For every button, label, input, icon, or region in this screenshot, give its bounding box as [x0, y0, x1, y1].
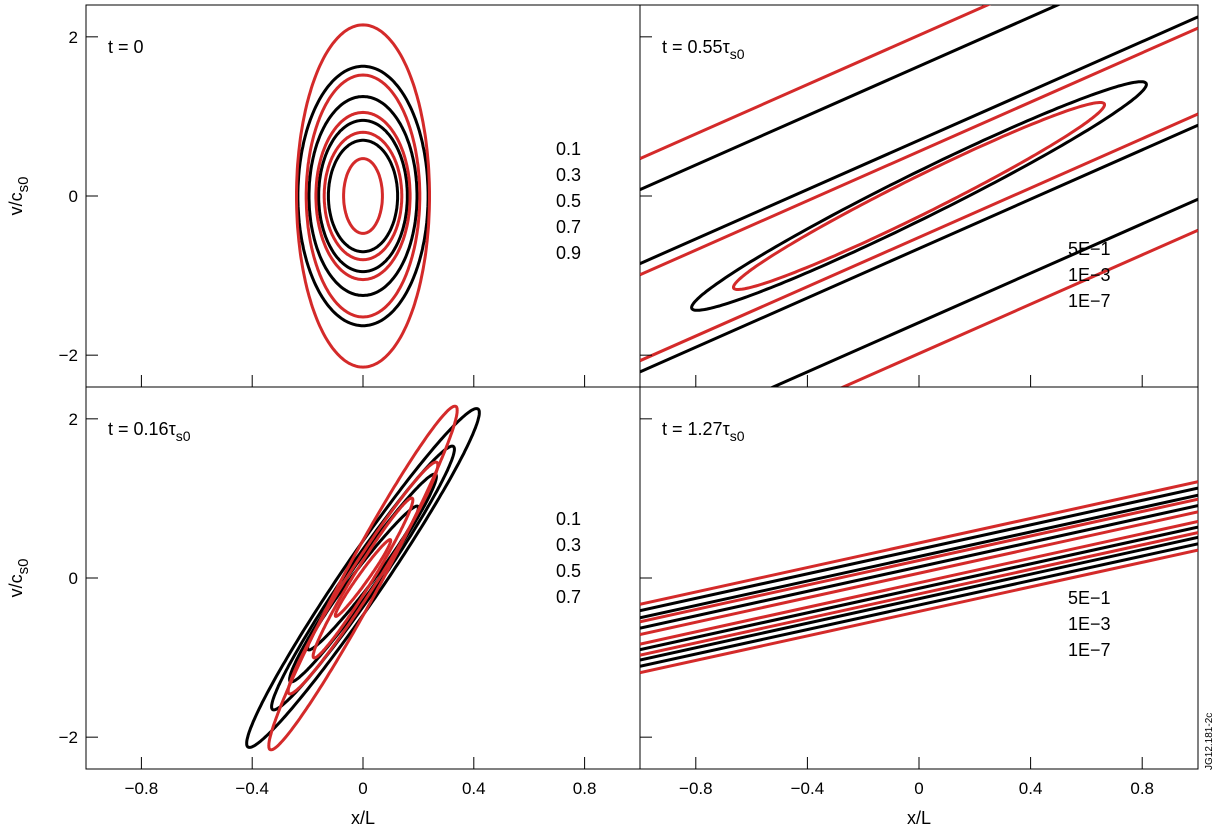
- x-axis-title: x/L: [351, 808, 375, 828]
- contour-level-label-1: 1E−3: [1068, 614, 1111, 634]
- contour-group: [640, 480, 1198, 675]
- panel-time-label: t = 0.16τs0: [108, 419, 191, 444]
- contour-level-label-3: 0.7: [556, 587, 581, 607]
- contour-red-3: [322, 130, 404, 262]
- panel-top-right: t = 0.55τs0 5E−1 1E−3 1E−7: [639, 4, 1199, 388]
- contour-red-2: [311, 496, 415, 660]
- panel-bottom-right: −0.8 −0.4 0 0.4 0.8 t = 1.27τs0 5E−1 1E−3 1E−7 x/…: [639, 386, 1199, 828]
- contour-band-black-0: [640, 486, 1198, 613]
- contour-level-label-1: 1E−3: [1068, 265, 1111, 285]
- contour-band-black-5: [640, 542, 1198, 668]
- contour-level-label-1: 0.3: [556, 535, 581, 555]
- contour-group: [640, 5, 1198, 387]
- contour-black-0: [245, 407, 481, 749]
- contour-red-0: [732, 101, 1106, 291]
- contour-level-label-2: 1E−7: [1068, 291, 1111, 311]
- contour-band-black-1: [640, 493, 1198, 620]
- y-tick-label-2: 2: [69, 410, 78, 429]
- contour-black-2: [317, 118, 409, 274]
- contour-red-3: [333, 538, 393, 618]
- panel-bottom-left: −0.8 −0.4 0 0.4 0.8 −2 0 2 t = 0.16τs0 0.1 0.3 0.5 0…: [6, 386, 641, 828]
- contour-red-0: [295, 23, 431, 369]
- contour-level-label-0: 0.1: [556, 139, 581, 159]
- contour-red-1: [304, 73, 422, 319]
- panel-time-label: t = 0.55τs0: [662, 37, 745, 62]
- x-tick-label-2: 0: [914, 779, 923, 798]
- contour-band-red-1: [640, 497, 1198, 624]
- contour-level-label-3: 0.7: [556, 217, 581, 237]
- x-tick-label-3: 0.4: [462, 779, 486, 798]
- contour-band-red-0: [640, 480, 1198, 606]
- contour-black-1: [307, 94, 419, 298]
- contour-black-0: [690, 80, 1148, 312]
- contour-group: [295, 23, 431, 369]
- x-tick-label-1: −0.4: [791, 779, 825, 798]
- y-tick-label-0: −2: [59, 728, 78, 747]
- y-axis-title: v/cs0: [6, 177, 32, 216]
- contour-band-red-3: [640, 520, 1198, 646]
- contour-band-black-3: [769, 197, 1198, 387]
- contour-red-1: [286, 460, 440, 696]
- panel-time-label: t = 1.27τs0: [662, 419, 745, 444]
- contour-group: [245, 404, 481, 752]
- y-tick-label-1: 0: [69, 569, 78, 588]
- contour-band-black-2: [640, 123, 1198, 374]
- contour-level-label-0: 5E−1: [1068, 588, 1111, 608]
- contour-band-black-4: [640, 535, 1198, 662]
- y-axis-title: v/cs0: [6, 559, 32, 598]
- contour-level-label-2: 0.5: [556, 191, 581, 211]
- contour-level-label-0: 0.1: [556, 509, 581, 529]
- contour-band-red-5: [640, 548, 1198, 675]
- contour-band-black-1: [640, 5, 1062, 191]
- contour-level-label-4: 0.9: [556, 243, 581, 263]
- contour-band-black-2: [640, 504, 1198, 630]
- contour-level-label-1: 0.3: [556, 165, 581, 185]
- x-tick-label-1: −0.4: [235, 779, 269, 798]
- y-tick-label-2: 2: [69, 28, 78, 47]
- contour-band-black-0: [640, 15, 1198, 265]
- x-axis-title: x/L: [907, 808, 931, 828]
- contour-level-label-2: 1E−7: [1068, 640, 1111, 660]
- x-tick-label-0: −0.8: [125, 779, 159, 798]
- panel-time-label: t = 0: [108, 37, 144, 57]
- x-tick-label-3: 0.4: [1019, 779, 1043, 798]
- contour-black-3: [326, 138, 400, 254]
- contour-red-4: [342, 157, 384, 235]
- contour-level-label-0: 5E−1: [1068, 239, 1111, 259]
- x-tick-label-0: −0.8: [679, 779, 713, 798]
- contour-red-2: [314, 110, 412, 282]
- panel-top-left: −2 0 2 t = 0 0.1 0.3 0.5 0.7 0.9 v/cs0: [6, 4, 641, 388]
- y-tick-label-1: 0: [69, 187, 78, 206]
- contour-band-red-4: [640, 531, 1198, 657]
- y-tick-label-0: −2: [59, 346, 78, 365]
- contour-band-red-3: [839, 228, 1198, 387]
- x-tick-label-4: 0.8: [573, 779, 597, 798]
- contour-band-red-1: [640, 5, 992, 160]
- figure-id-tag: JG12.181-2c: [1204, 713, 1215, 770]
- x-tick-label-4: 0.8: [1130, 779, 1154, 798]
- contour-level-label-2: 0.5: [556, 561, 581, 581]
- contour-band-red-2: [640, 510, 1198, 636]
- contour-band-red-0: [640, 26, 1198, 277]
- x-tick-label-2: 0: [358, 779, 367, 798]
- contour-band-red-2: [640, 112, 1198, 363]
- contour-band-black-3: [640, 525, 1198, 652]
